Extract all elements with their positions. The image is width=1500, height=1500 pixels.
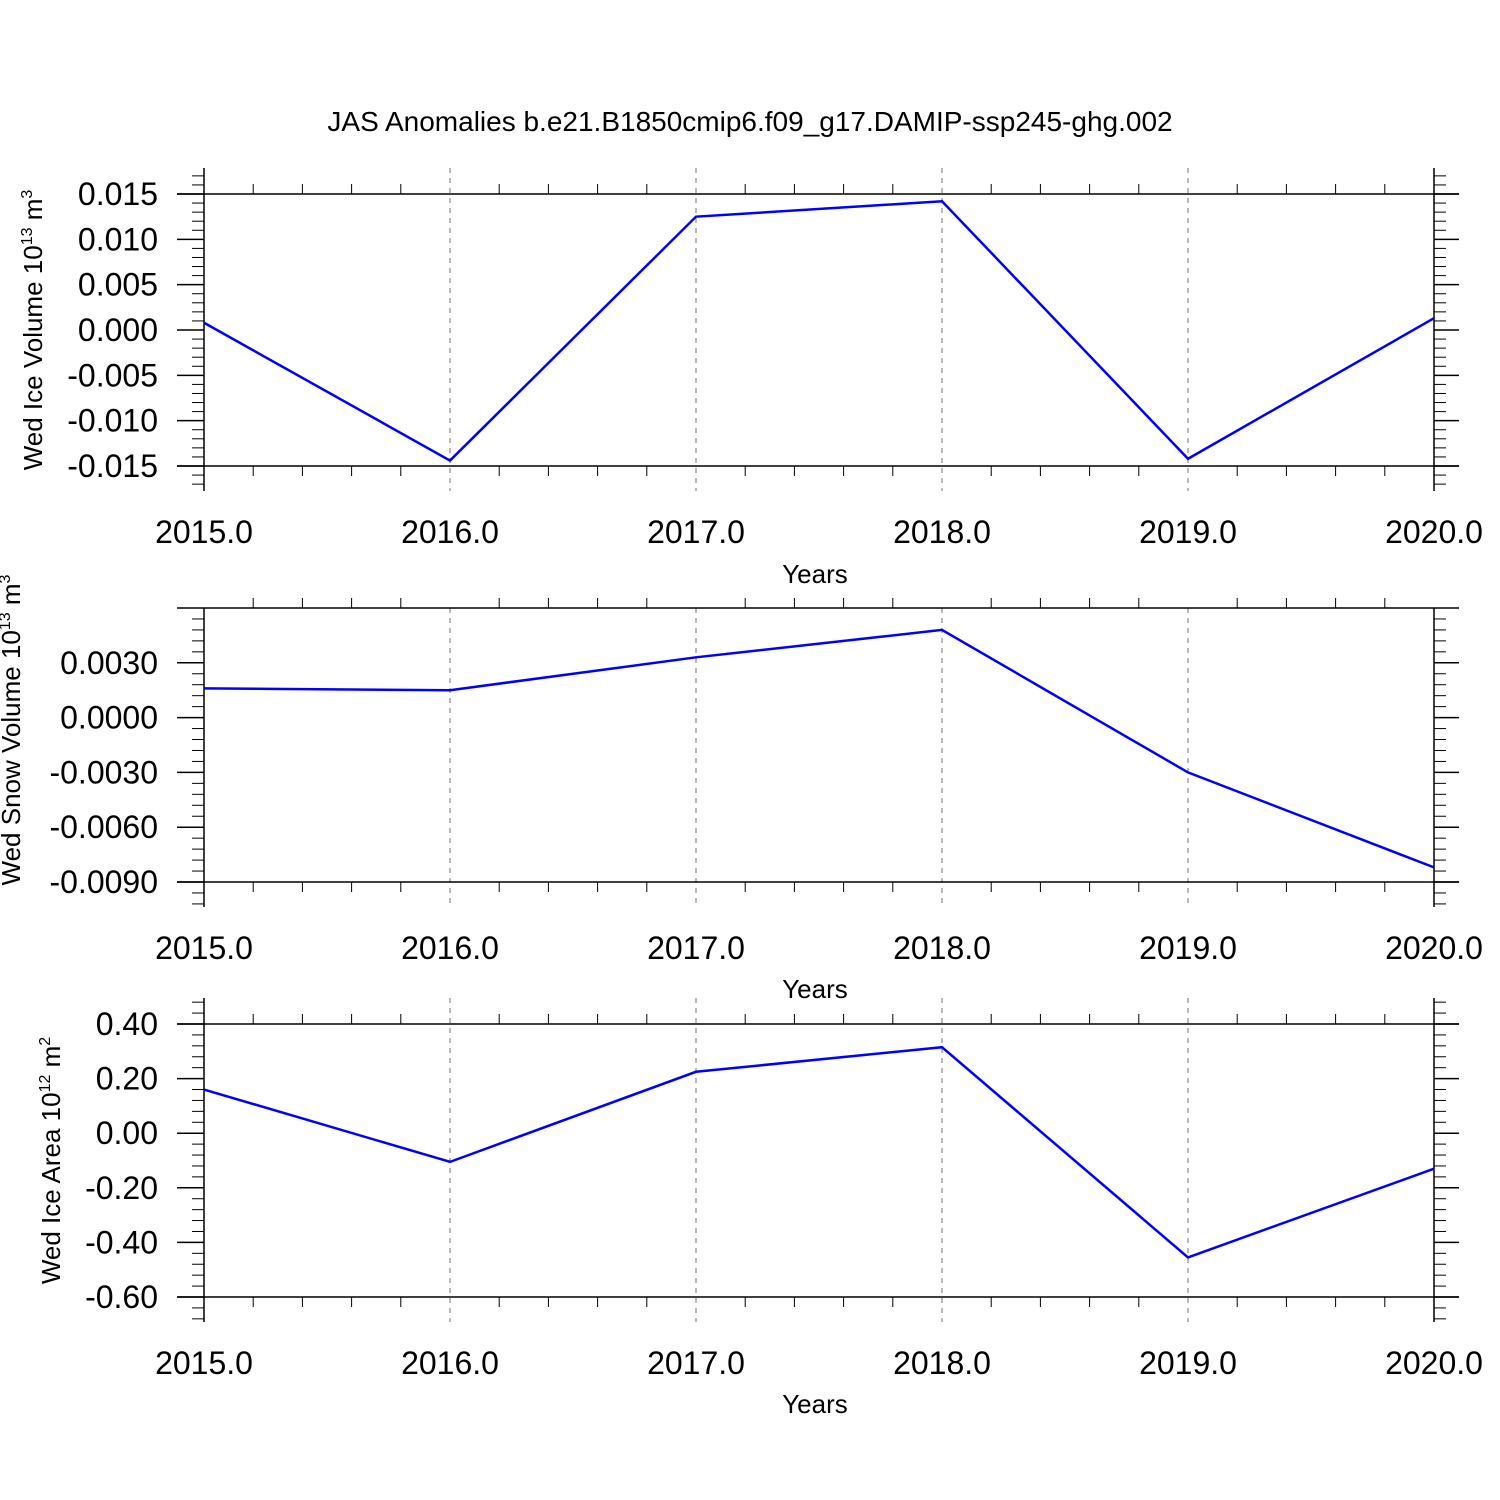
data-line: [203, 199, 1435, 463]
chart-panel: 2015.0 2016.0 2017.0 2018.0 2019.0 2020.0 0.00…: [0, 574, 1483, 1004]
y-tick-label: 0.010: [78, 221, 158, 257]
y-tick-label: -0.010: [67, 403, 158, 439]
y-tick-label: -0.0090: [49, 864, 158, 900]
x-tick-label: 2020.0: [1385, 1345, 1483, 1381]
x-tick-label: 2015.0: [155, 930, 253, 966]
x-tick-label: 2017.0: [647, 930, 745, 966]
y-tick-label: -0.20: [85, 1170, 158, 1206]
chart-panel: 2015.0 2016.0 2017.0 2018.0 2019.0 2020.0 0.01…: [18, 168, 1483, 589]
x-tick-label: 2017.0: [647, 1345, 745, 1381]
y-tick-label: 0.005: [78, 267, 158, 303]
y-tick-label: -0.40: [85, 1224, 158, 1260]
x-tick-label: 2019.0: [1139, 514, 1237, 550]
y-tick-label: 0.40: [96, 1006, 158, 1042]
x-tick-label: 2016.0: [401, 514, 499, 550]
y-tick-label: 0.0000: [60, 700, 158, 736]
x-tick-label: 2020.0: [1385, 930, 1483, 966]
y-tick-label: 0.20: [96, 1061, 158, 1097]
x-tick-label: 2015.0: [155, 1345, 253, 1381]
y-tick-label: -0.015: [67, 448, 158, 484]
x-tick-label: 2018.0: [893, 930, 991, 966]
y-tick-label: -0.60: [85, 1279, 158, 1315]
x-tick-label: 2018.0: [893, 514, 991, 550]
y-axis-label: Wed Snow Volume 1013 m3: [0, 574, 26, 885]
x-tick-label: 2020.0: [1385, 514, 1483, 550]
x-tick-label: 2019.0: [1139, 1345, 1237, 1381]
x-axis-label: Years: [782, 974, 848, 1004]
x-axis-label: Years: [782, 559, 848, 589]
x-tick-label: 2016.0: [401, 1345, 499, 1381]
x-tick-label: 2015.0: [155, 514, 253, 550]
y-tick-label: 0.015: [78, 176, 158, 212]
y-tick-label: 0.00: [96, 1115, 158, 1151]
data-line: [203, 1045, 1435, 1259]
chart-panel: 2015.0 2016.0 2017.0 2018.0 2019.0 2020.0 0.40…: [36, 998, 1483, 1419]
x-tick-label: 2016.0: [401, 930, 499, 966]
x-tick-label: 2018.0: [893, 1345, 991, 1381]
data-line: [203, 628, 1435, 869]
y-tick-label: -0.0030: [49, 754, 158, 790]
y-tick-label: -0.0060: [49, 809, 158, 845]
y-tick-label: -0.005: [67, 357, 158, 393]
y-tick-label: 0.0030: [60, 645, 158, 681]
x-tick-label: 2017.0: [647, 514, 745, 550]
y-axis-label: Wed Ice Area 1012 m2: [36, 1037, 66, 1284]
y-axis-label: Wed Ice Volume 1013 m3: [18, 190, 48, 471]
y-tick-label: 0.000: [78, 312, 158, 348]
x-tick-label: 2019.0: [1139, 930, 1237, 966]
chart-title: JAS Anomalies b.e21.B1850cmip6.f09_g17.D…: [327, 106, 1172, 137]
x-axis-label: Years: [782, 1389, 848, 1419]
